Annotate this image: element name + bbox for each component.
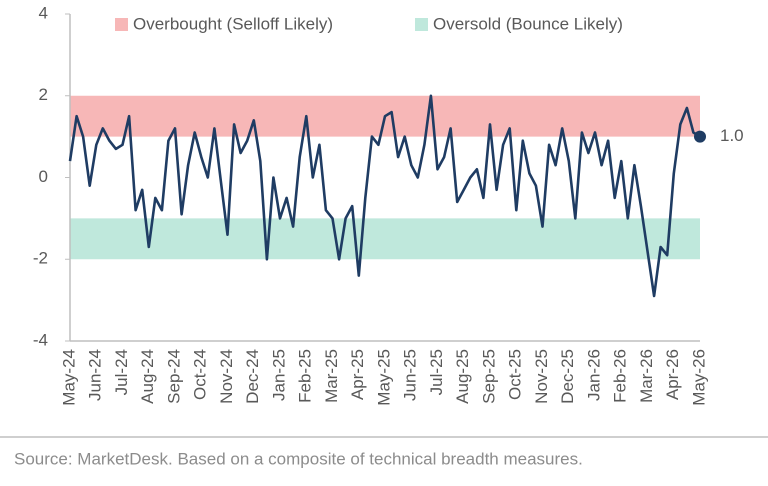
x-tick-label: Apr-26 (663, 349, 682, 400)
legend-label: Overbought (Selloff Likely) (133, 14, 333, 33)
x-tick-label: Jan-26 (584, 349, 603, 401)
x-tick-label: Nov-25 (532, 349, 551, 404)
x-tick-label: Jun-24 (86, 349, 105, 401)
legend-swatch (115, 18, 128, 31)
y-tick-label: 0 (39, 167, 48, 186)
x-tick-label: Jul-24 (112, 349, 131, 395)
band (70, 218, 700, 260)
x-tick-label: Oct-24 (191, 349, 210, 400)
x-tick-label: Mar-26 (637, 349, 656, 403)
x-tick-label: Apr-25 (348, 349, 367, 400)
x-tick-label: Aug-25 (453, 349, 472, 404)
end-marker (694, 130, 706, 143)
y-tick-label: 2 (39, 85, 48, 104)
x-tick-label: Sep-24 (164, 349, 183, 404)
x-tick-label: Jun-25 (401, 349, 420, 401)
x-tick-label: Mar-25 (322, 349, 341, 403)
value-label: 1.0 (720, 126, 744, 145)
legend-label: Oversold (Bounce Likely) (433, 14, 623, 33)
x-tick-label: Jan-25 (269, 349, 288, 401)
x-tick-label: Feb-26 (611, 349, 630, 403)
legend-swatch (415, 18, 428, 31)
x-tick-label: Jul-25 (427, 349, 446, 395)
x-tick-label: May-24 (59, 349, 78, 406)
x-tick-label: Dec-25 (558, 349, 577, 404)
y-tick-label: -4 (33, 330, 48, 349)
series-line (68, 94, 701, 298)
x-tick-label: Oct-25 (506, 349, 525, 400)
y-tick-label: 4 (39, 3, 48, 22)
x-tick-label: Aug-24 (138, 349, 157, 404)
source-note: Source: MarketDesk. Based on a composite… (14, 449, 583, 468)
x-tick-label: Dec-24 (243, 349, 262, 404)
x-tick-label: May-25 (374, 349, 393, 406)
y-tick-label: -2 (33, 249, 48, 268)
x-tick-label: Nov-24 (217, 349, 236, 404)
x-tick-label: Sep-25 (479, 349, 498, 404)
x-tick-label: May-26 (689, 349, 708, 406)
x-tick-label: Feb-25 (296, 349, 315, 403)
